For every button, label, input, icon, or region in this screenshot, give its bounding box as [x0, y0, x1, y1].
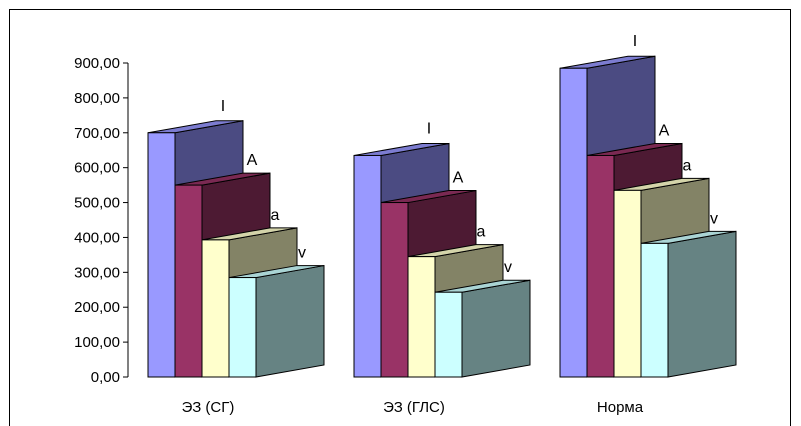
- bar-front: [201, 239, 230, 378]
- y-tick-label: 500,00: [74, 195, 120, 212]
- bar-front: [613, 189, 642, 378]
- y-tick-label: 0,00: [91, 369, 120, 386]
- bar-side: [461, 279, 531, 378]
- series-label: v: [504, 259, 512, 276]
- bar-front: [147, 132, 176, 378]
- category-labels: ЭЗ (СГ) ЭЗ (ГЛС) Норма: [182, 399, 644, 416]
- y-tick-label: 100,00: [74, 334, 120, 351]
- bar-0-3: [228, 264, 325, 378]
- bar-front: [407, 256, 436, 378]
- category-label: ЭЗ (ГЛС): [383, 399, 445, 416]
- series-labels: I Aa v I Aa v I Aa v: [221, 33, 718, 276]
- bar-1-3: [434, 279, 531, 378]
- y-tick-label: 800,00: [74, 90, 120, 107]
- y-tick-label: 400,00: [74, 229, 120, 246]
- bars: [147, 55, 737, 378]
- y-tick-labels: 0,00 100,00 200,00 300,00 400,00 500,00 600,00…: [74, 55, 120, 386]
- y-tick-label: 900,00: [74, 55, 120, 72]
- bar-front: [228, 277, 257, 378]
- category-label: ЭЗ (СГ): [182, 399, 235, 416]
- series-label: a: [477, 224, 486, 241]
- bar-side: [667, 230, 737, 378]
- bar-front: [559, 67, 588, 378]
- series-label: v: [710, 210, 718, 227]
- series-label: a: [271, 207, 280, 224]
- bar-front: [353, 154, 382, 378]
- series-label: A: [659, 122, 670, 139]
- series-label: A: [247, 152, 258, 169]
- series-label: v: [298, 245, 306, 262]
- bar-front: [434, 291, 463, 378]
- series-label: I: [633, 33, 637, 50]
- y-tick-label: 300,00: [74, 264, 120, 281]
- y-tick-label: 600,00: [74, 160, 120, 177]
- series-label: I: [221, 98, 225, 115]
- bar-front: [174, 184, 203, 378]
- bar-side: [255, 264, 325, 378]
- series-label: A: [453, 170, 464, 187]
- y-tick-label: 700,00: [74, 125, 120, 142]
- bar-front: [586, 154, 615, 378]
- series-label: a: [683, 157, 692, 174]
- y-tick-label: 200,00: [74, 299, 120, 316]
- bar-2-3: [640, 230, 737, 378]
- series-label: I: [427, 120, 431, 137]
- bar-front: [380, 202, 409, 378]
- category-label: Норма: [597, 399, 644, 416]
- y-axis: [123, 62, 129, 378]
- bar-front: [640, 242, 669, 378]
